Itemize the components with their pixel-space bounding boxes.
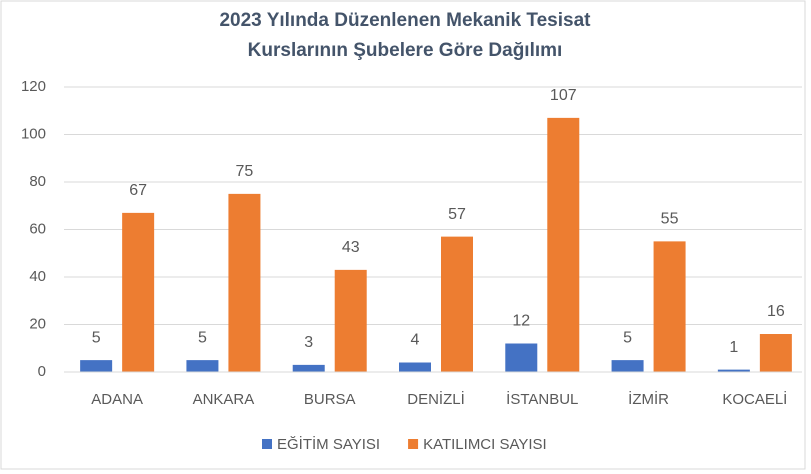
bar bbox=[80, 360, 113, 372]
y-tick-label: 60 bbox=[29, 220, 46, 237]
bar bbox=[759, 334, 792, 372]
y-tick-label: 120 bbox=[21, 78, 46, 95]
bar bbox=[292, 364, 325, 372]
x-tick-label: BURSA bbox=[304, 391, 356, 408]
data-label: 57 bbox=[448, 206, 466, 223]
bar bbox=[228, 193, 261, 372]
y-tick-label: 0 bbox=[38, 363, 46, 380]
data-label: 67 bbox=[129, 182, 147, 199]
legend-swatch bbox=[408, 439, 419, 449]
data-label: 43 bbox=[342, 239, 360, 256]
data-label: 75 bbox=[236, 163, 254, 180]
bar bbox=[441, 236, 473, 372]
data-label: 1 bbox=[729, 339, 738, 356]
data-label: 5 bbox=[92, 329, 101, 346]
bar bbox=[653, 241, 686, 372]
data-label: 107 bbox=[550, 87, 577, 104]
data-label: 3 bbox=[304, 334, 313, 351]
x-tick-label: ANKARA bbox=[193, 391, 255, 408]
bar bbox=[399, 362, 431, 372]
legend-label: KATILIMCI SAYISI bbox=[423, 436, 547, 453]
bar bbox=[547, 117, 580, 372]
y-tick-label: 20 bbox=[29, 315, 46, 332]
data-label: 5 bbox=[198, 329, 207, 346]
data-label: 4 bbox=[411, 332, 420, 349]
legend-swatch bbox=[262, 439, 272, 449]
bar bbox=[505, 343, 538, 372]
data-label: 55 bbox=[661, 211, 679, 228]
bar bbox=[611, 360, 644, 372]
x-tick-label: ADANA bbox=[91, 391, 143, 408]
data-label: 12 bbox=[512, 313, 530, 330]
data-label: 5 bbox=[623, 329, 632, 346]
x-tick-label: DENİZLİ bbox=[407, 390, 465, 408]
x-tick-label: İSTANBUL bbox=[506, 390, 578, 408]
legend-label: EĞİTİM SAYISI bbox=[277, 435, 380, 453]
data-label: 16 bbox=[767, 303, 785, 320]
y-tick-label: 100 bbox=[21, 125, 46, 142]
chart-title: 2023 Yılında Düzenlenen Mekanik Tesisat … bbox=[219, 10, 591, 61]
bar bbox=[186, 360, 219, 372]
x-tick-label: KOCAELİ bbox=[722, 390, 787, 408]
bar bbox=[717, 369, 750, 372]
bar bbox=[334, 269, 367, 372]
y-tick-label: 40 bbox=[29, 268, 46, 285]
y-tick-label: 80 bbox=[29, 173, 46, 190]
bar bbox=[122, 212, 155, 372]
x-tick-label: İZMİR bbox=[628, 390, 669, 408]
